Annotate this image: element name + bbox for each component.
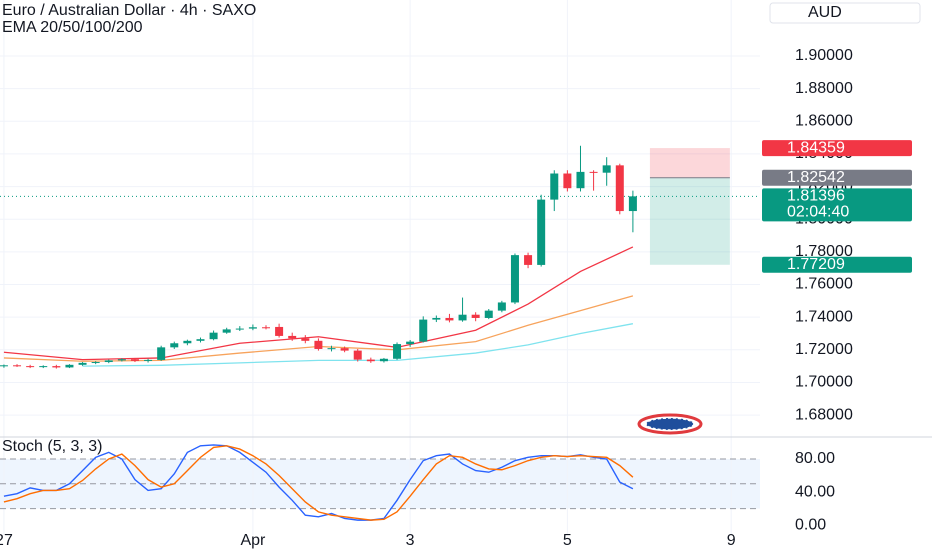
stoch-line [3, 444, 634, 521]
x-tick-label: 9 [727, 532, 736, 549]
currency-box [769, 2, 921, 24]
x-tick-label: 27 [0, 532, 13, 549]
y-tick-label: 1.78000 [795, 243, 853, 260]
x-tick-label: 5 [563, 532, 572, 549]
candle-body [353, 350, 362, 360]
candle-body [144, 359, 153, 361]
candle-body [248, 327, 257, 329]
candle-body [130, 359, 139, 361]
y-tick-label: 1.72000 [795, 341, 853, 358]
candle-body [340, 348, 349, 351]
axis-layer: 27 Apr 3 5 9 1.68000 1.70000 1.72000 1.74000 1.76… [0, 47, 912, 549]
candle-body [65, 364, 74, 368]
candle-body [471, 314, 480, 318]
candle-body [458, 314, 467, 321]
candle-body [235, 328, 244, 330]
candle-body [104, 360, 113, 363]
candle-body [406, 341, 415, 345]
candle-body [26, 366, 35, 368]
logo [637, 413, 703, 435]
currency: AUD [808, 4, 842, 21]
ema-line [3, 295, 634, 362]
candle-body [0, 365, 8, 367]
candle-body [510, 255, 519, 303]
y-tick-label: 1.74000 [795, 308, 853, 325]
candle-body [222, 329, 231, 333]
candle-body [288, 335, 297, 339]
target-tag-bg [762, 256, 912, 273]
indicator-label: EMA 20/50/100/200 [2, 19, 143, 36]
candle-body [13, 365, 22, 367]
y-tick-label: 1.86000 [795, 112, 853, 129]
y-tick-label: 1.90000 [795, 47, 853, 64]
candle-body [170, 343, 179, 348]
candle-body [196, 339, 205, 341]
y-tick-label: 1.76000 [795, 276, 853, 293]
candle-body [327, 348, 336, 350]
candle-body [589, 171, 598, 173]
candle-body [393, 344, 402, 359]
candle-body [628, 196, 637, 212]
last-price-tag: 1.81396 [787, 188, 845, 205]
candle-body [275, 326, 284, 336]
x-tick-label: 3 [406, 532, 415, 549]
x-tick-label: Apr [240, 532, 266, 549]
candle-body [301, 338, 310, 341]
candle-body [615, 165, 624, 212]
stoch-y-tick-label: 80.00 [795, 450, 835, 467]
candle-body [209, 332, 218, 340]
stoch-y-tick-label: 40.00 [795, 483, 835, 500]
candle-body [602, 165, 611, 173]
stoch-line [3, 445, 634, 521]
candle-body [432, 317, 441, 320]
chart-title: Euro / Australian Dollar · 4h · SAXO [2, 2, 256, 19]
candle-body [183, 340, 192, 344]
candle-body [262, 327, 270, 329]
candle-body [445, 317, 454, 321]
candle-body [52, 366, 61, 368]
candle-body [537, 199, 546, 265]
y-tick-label: 1.88000 [795, 80, 853, 97]
entry-tag-bg [762, 169, 912, 186]
entry-tag: 1.82542 [787, 169, 845, 186]
candle-body [314, 340, 323, 349]
candle-body [78, 362, 87, 365]
candle-body [550, 173, 559, 200]
candle-body [366, 359, 375, 362]
candle-body [497, 302, 506, 311]
candle-body [484, 310, 493, 318]
candle-body [379, 358, 388, 362]
price-axis-bg [760, 0, 932, 550]
candle-body [563, 173, 572, 189]
candle-body [524, 255, 533, 265]
stoch-title: Stoch (5, 3, 3) [2, 438, 103, 455]
candle-body [91, 362, 100, 364]
ema-line [82, 323, 634, 367]
stop-tag: 1.84359 [787, 139, 845, 156]
candle-body [117, 359, 126, 361]
y-tick-label: 1.68000 [795, 406, 853, 423]
candle-body [39, 366, 48, 368]
last-price-tag-bg [762, 188, 912, 222]
candle-body [419, 319, 428, 342]
candle-body [157, 347, 166, 360]
y-tick-label: 1.70000 [795, 374, 853, 391]
target-tag: 1.77209 [787, 256, 845, 273]
plot-area [0, 0, 760, 535]
stop-zone [649, 148, 730, 178]
stoch-y-tick-label: 0.00 [795, 516, 826, 533]
target-zone [649, 177, 730, 265]
countdown: 02:04:40 [787, 204, 849, 221]
stop-tag-bg [762, 140, 912, 157]
candle-body [576, 171, 585, 189]
